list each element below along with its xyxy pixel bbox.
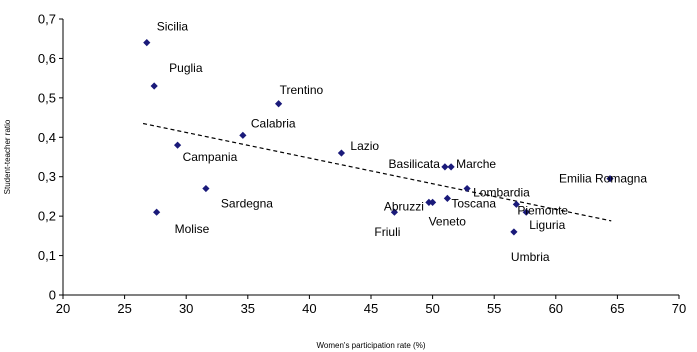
point-label: Lombardia bbox=[473, 186, 530, 200]
x-tick-label: 65 bbox=[610, 301, 624, 316]
points-group bbox=[143, 39, 614, 236]
point-label: Sicilia bbox=[157, 20, 189, 34]
data-point-marker bbox=[173, 141, 182, 149]
data-point-marker bbox=[239, 131, 247, 139]
x-tick-label: 70 bbox=[672, 301, 686, 316]
point-label: Sardegna bbox=[221, 197, 273, 211]
point-labels-group: Sicilia Puglia Trentino Calabria Campania Laz… bbox=[157, 20, 648, 264]
y-tick-label: 0,3 bbox=[38, 169, 56, 184]
y-tick-label: 0,4 bbox=[38, 130, 56, 145]
data-point-marker bbox=[429, 198, 437, 206]
data-point-marker bbox=[153, 208, 161, 216]
data-point-marker bbox=[150, 82, 158, 90]
data-point-marker bbox=[275, 100, 283, 108]
point-label: Umbria bbox=[511, 250, 550, 264]
data-point-marker bbox=[425, 198, 433, 206]
data-point-marker bbox=[522, 208, 530, 216]
point-label: Molise bbox=[175, 222, 210, 236]
point-label: Campania bbox=[183, 150, 238, 164]
x-tick-label: 20 bbox=[56, 301, 70, 316]
point-label: Friuli bbox=[374, 225, 400, 239]
point-label: Emilia Romagna bbox=[559, 172, 647, 186]
x-tick-label: 35 bbox=[241, 301, 255, 316]
ticks: 20 25 30 35 40 45 50 55 60 65 70 0 0,1 0,2 0,3 0,4 0,5 0,… bbox=[38, 12, 686, 317]
x-tick-label: 45 bbox=[364, 301, 378, 316]
trendline-group bbox=[142, 122, 612, 222]
point-label: Trentino bbox=[280, 83, 324, 97]
x-tick-label: 30 bbox=[179, 301, 193, 316]
y-axis-title: Student-teacher ratio bbox=[3, 119, 12, 194]
axes bbox=[62, 19, 679, 296]
point-label: Basilicata bbox=[389, 157, 441, 171]
x-tick-label: 40 bbox=[302, 301, 316, 316]
point-label: Marche bbox=[456, 157, 496, 171]
data-point-marker bbox=[202, 184, 210, 193]
point-label: Veneto bbox=[429, 214, 467, 228]
data-point-marker bbox=[443, 194, 451, 202]
x-tick-label: 60 bbox=[549, 301, 563, 316]
y-tick-label: 0,5 bbox=[38, 90, 56, 105]
point-label: Abruzzi bbox=[384, 199, 424, 213]
x-axis-title: Women's participation rate (%) bbox=[317, 341, 426, 350]
point-label: Toscana bbox=[451, 196, 496, 210]
data-point-marker bbox=[510, 228, 518, 236]
data-point-marker bbox=[512, 200, 520, 208]
point-label: Lazio bbox=[350, 139, 379, 153]
trendline bbox=[142, 122, 612, 222]
y-tick-label: 0,1 bbox=[38, 248, 56, 263]
data-point-marker bbox=[463, 184, 471, 193]
y-tick-label: 0,2 bbox=[38, 209, 56, 224]
x-tick-label: 55 bbox=[487, 301, 501, 316]
point-label: Piemonte bbox=[517, 203, 568, 217]
data-point-marker bbox=[390, 208, 399, 216]
point-label: Liguria bbox=[529, 218, 565, 232]
y-tick-label: 0,6 bbox=[38, 51, 56, 66]
data-point-marker bbox=[447, 163, 455, 171]
data-point-marker bbox=[143, 39, 151, 47]
data-point-marker bbox=[337, 149, 346, 157]
y-tick-label: 0 bbox=[49, 288, 56, 303]
x-tick-label: 50 bbox=[425, 301, 439, 316]
y-tick-label: 0,7 bbox=[38, 12, 56, 27]
point-label: Puglia bbox=[169, 61, 203, 75]
x-tick-label: 25 bbox=[117, 301, 131, 316]
data-point-marker bbox=[606, 175, 614, 183]
point-label: Calabria bbox=[251, 116, 296, 130]
data-point-marker bbox=[441, 163, 449, 171]
